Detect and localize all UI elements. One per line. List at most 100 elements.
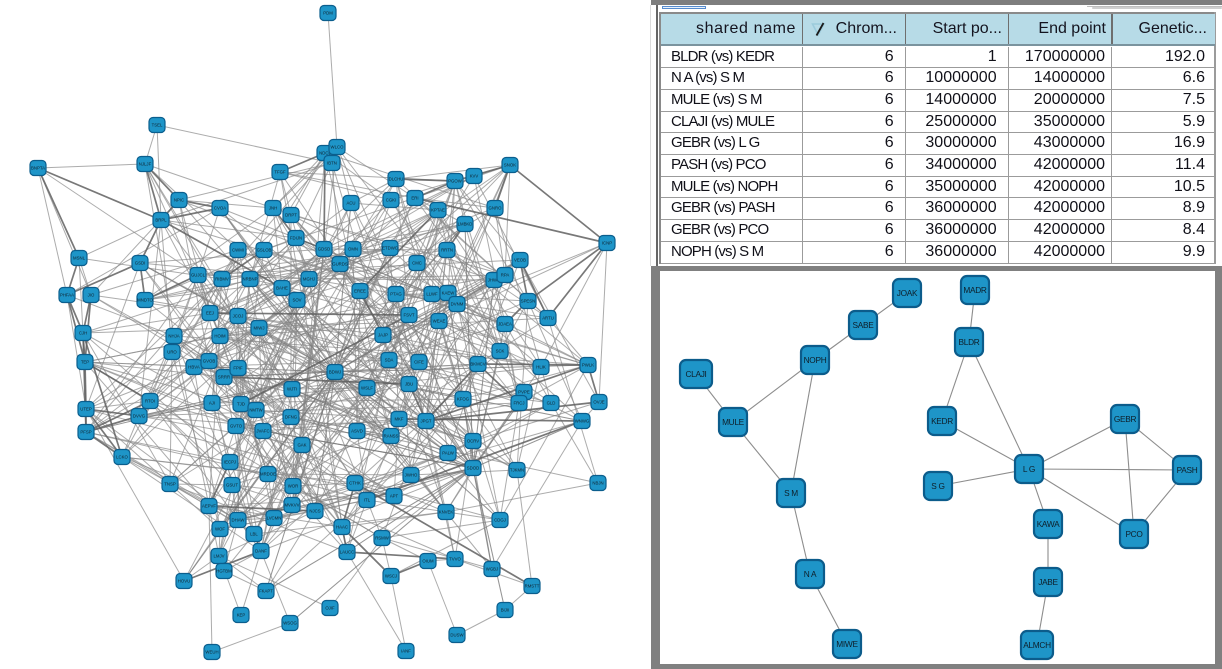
svg-text:GVTO: GVTO <box>230 424 243 429</box>
svg-text:RRTN: RRTN <box>441 248 453 253</box>
svg-text:WJTI: WJTI <box>287 387 297 392</box>
svg-text:N A: N A <box>804 569 817 579</box>
svg-text:WSLF: WSLF <box>361 386 373 391</box>
svg-text:BKMCV: BKMCV <box>470 362 485 367</box>
svg-text:JABE: JABE <box>1038 577 1058 587</box>
svg-text:APT: APT <box>390 494 399 499</box>
svg-text:PTAG: PTAG <box>390 292 402 297</box>
svg-text:FKAPT: FKAPT <box>259 589 273 594</box>
svg-text:GSDI: GSDI <box>135 261 146 266</box>
svg-text:ICNP: ICNP <box>602 241 612 246</box>
svg-text:TNSP: TNSP <box>164 482 176 487</box>
svg-text:KVV: KVV <box>470 174 479 179</box>
svg-text:DVVG: DVVG <box>133 414 146 419</box>
svg-text:NMTW: NMTW <box>249 408 263 413</box>
svg-text:ITL: ITL <box>364 498 371 503</box>
svg-text:ACU: ACU <box>346 201 355 206</box>
svg-text:GLD: GLD <box>547 401 556 406</box>
svg-text:IECPJ: IECPJ <box>224 460 236 465</box>
svg-text:GNRO: GNRO <box>489 206 503 211</box>
svg-text:EEJ: EEJ <box>206 311 214 316</box>
svg-text:GDSD: GDSD <box>318 247 330 252</box>
svg-text:MADR: MADR <box>963 285 987 295</box>
svg-text:HGTBM: HGTBM <box>216 569 232 574</box>
svg-text:NRBNP: NRBNP <box>242 277 257 282</box>
svg-text:AJI: AJI <box>209 401 215 406</box>
svg-text:RPA: RPA <box>501 273 510 278</box>
svg-text:WOF: WOF <box>215 527 225 532</box>
svg-text:PASH: PASH <box>1177 465 1198 475</box>
svg-text:WSOG: WSOG <box>283 621 297 626</box>
svg-text:NJCS: NJCS <box>309 509 320 514</box>
svg-text:MNDTO: MNDTO <box>137 298 153 303</box>
svg-text:RSMW: RSMW <box>375 536 390 541</box>
svg-text:GUJCL: GUJCL <box>191 273 206 278</box>
svg-text:OMN: OMN <box>348 247 358 252</box>
svg-text:RANSS: RANSS <box>384 434 399 439</box>
svg-text:DRPT: DRPT <box>285 213 297 218</box>
svg-text:KAEW: KAEW <box>442 291 456 296</box>
svg-text:PWLK: PWLK <box>582 363 594 368</box>
svg-text:HAAC: HAAC <box>336 525 348 530</box>
svg-text:MSNL: MSNL <box>73 256 86 261</box>
svg-text:PALW: PALW <box>442 451 454 456</box>
svg-text:DVNM: DVNM <box>451 302 464 307</box>
svg-text:IANF: IANF <box>401 649 411 654</box>
svg-text:FDIJN: FDIJN <box>290 236 302 241</box>
svg-text:TFGF: TFGF <box>274 170 286 175</box>
svg-text:HOVU: HOVU <box>178 579 190 584</box>
svg-text:LCKO: LCKO <box>116 455 128 460</box>
svg-text:EREE: EREE <box>354 289 366 294</box>
svg-text:LVCMN: LVCMN <box>267 516 282 521</box>
svg-text:LMBKD: LMBKD <box>458 222 473 227</box>
svg-text:AEPVF: AEPVF <box>202 504 216 509</box>
svg-text:ERI: ERI <box>411 196 418 201</box>
svg-text:MIWE: MIWE <box>836 639 858 649</box>
svg-text:MGHJ: MGHJ <box>303 277 315 282</box>
svg-text:CTHK: CTHK <box>349 481 361 486</box>
svg-text:PHFAA: PHFAA <box>60 293 74 298</box>
svg-text:PVPE: PVPE <box>518 390 530 395</box>
svg-text:CVOA: CVOA <box>214 206 226 211</box>
svg-text:KFOG: KFOG <box>457 397 470 402</box>
svg-text:PCO: PCO <box>1125 529 1143 539</box>
svg-text:GSUT: GSUT <box>226 483 238 488</box>
svg-text:GURDS: GURDS <box>332 262 348 267</box>
svg-text:FPIF: FPIF <box>233 366 243 371</box>
svg-text:OJIF: OJIF <box>325 606 335 611</box>
svg-text:MVKVV: MVKVV <box>284 503 299 508</box>
svg-text:OCRV: OCRV <box>467 439 479 444</box>
svg-text:WSCJ: WSCJ <box>385 574 397 579</box>
svg-text:DFNG: DFNG <box>285 415 298 420</box>
svg-text:JBU: JBU <box>405 382 413 387</box>
svg-text:HOIM: HOIM <box>214 334 226 339</box>
svg-text:JOAK: JOAK <box>897 288 918 298</box>
svg-text:NBJN: NBJN <box>592 481 603 486</box>
svg-text:SNOK: SNOK <box>504 163 516 168</box>
svg-text:WOR: WOR <box>288 484 299 489</box>
svg-text:TJKMN: TJKMN <box>510 468 524 473</box>
svg-text:DHAW: DHAW <box>232 518 246 523</box>
svg-text:L G: L G <box>1023 464 1035 474</box>
svg-text:LLWF: LLWF <box>426 292 438 297</box>
svg-text:BRPL: BRPL <box>155 218 167 223</box>
svg-text:ALMCH: ALMCH <box>1023 640 1051 650</box>
svg-text:LMJV: LMJV <box>214 554 225 559</box>
svg-text:WNWG: WNWG <box>575 419 590 424</box>
svg-text:PFSP: PFSP <box>80 430 91 435</box>
svg-text:S G: S G <box>931 481 944 491</box>
svg-text:JWHO: JWHO <box>405 473 418 478</box>
svg-text:WLCO: WLCO <box>331 145 345 150</box>
svg-text:KEDR: KEDR <box>931 416 953 426</box>
svg-text:ETDWC: ETDWC <box>382 246 398 251</box>
svg-text:MULE: MULE <box>722 417 745 427</box>
svg-text:WEAE: WEAE <box>433 319 446 324</box>
svg-text:HLIK: HLIK <box>536 365 546 370</box>
svg-text:SRRR: SRRR <box>218 375 230 380</box>
svg-text:CIFE: CIFE <box>414 360 424 365</box>
svg-text:RTOI: RTOI <box>145 399 155 404</box>
svg-text:TEP: TEP <box>81 360 89 365</box>
svg-text:OVJE: OVJE <box>593 400 604 405</box>
svg-text:RIBMV: RIBMV <box>215 277 229 282</box>
svg-text:TSEL: TSEL <box>152 123 163 128</box>
